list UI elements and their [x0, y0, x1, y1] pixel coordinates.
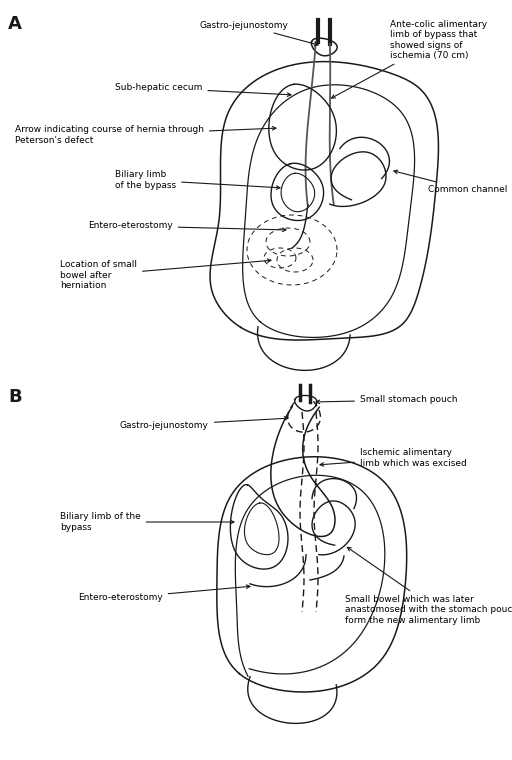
Text: A: A — [8, 15, 22, 33]
Text: Location of small
bowel after
herniation: Location of small bowel after herniation — [60, 259, 271, 290]
Text: Entero-eterostomy: Entero-eterostomy — [88, 221, 286, 232]
Text: Biliary limb of the
bypass: Biliary limb of the bypass — [60, 512, 234, 532]
Text: Ischemic alimentary
limb which was excised: Ischemic alimentary limb which was excis… — [320, 448, 467, 467]
Text: Arrow indicating course of hernia through
Peterson's defect: Arrow indicating course of hernia throug… — [15, 125, 276, 144]
Text: Gastro-jejunostomy: Gastro-jejunostomy — [120, 416, 288, 429]
Text: Small stomach pouch: Small stomach pouch — [316, 395, 458, 404]
Text: Common channel: Common channel — [394, 170, 507, 195]
Text: Gastro-jejunostomy: Gastro-jejunostomy — [200, 21, 318, 46]
Text: Ante-colic alimentary
limb of bypass that
showed signs of
ischemia (70 cm): Ante-colic alimentary limb of bypass tha… — [332, 20, 487, 98]
Text: Entero-eterostomy: Entero-eterostomy — [78, 585, 250, 603]
Text: B: B — [8, 388, 22, 406]
Text: Sub-hepatic cecum: Sub-hepatic cecum — [115, 84, 291, 97]
Text: Biliary limb
of the bypass: Biliary limb of the bypass — [115, 170, 280, 190]
Text: Small bowel which was later
anastomosed with the stomach pouch to
form the new a: Small bowel which was later anastomosed … — [345, 547, 512, 625]
